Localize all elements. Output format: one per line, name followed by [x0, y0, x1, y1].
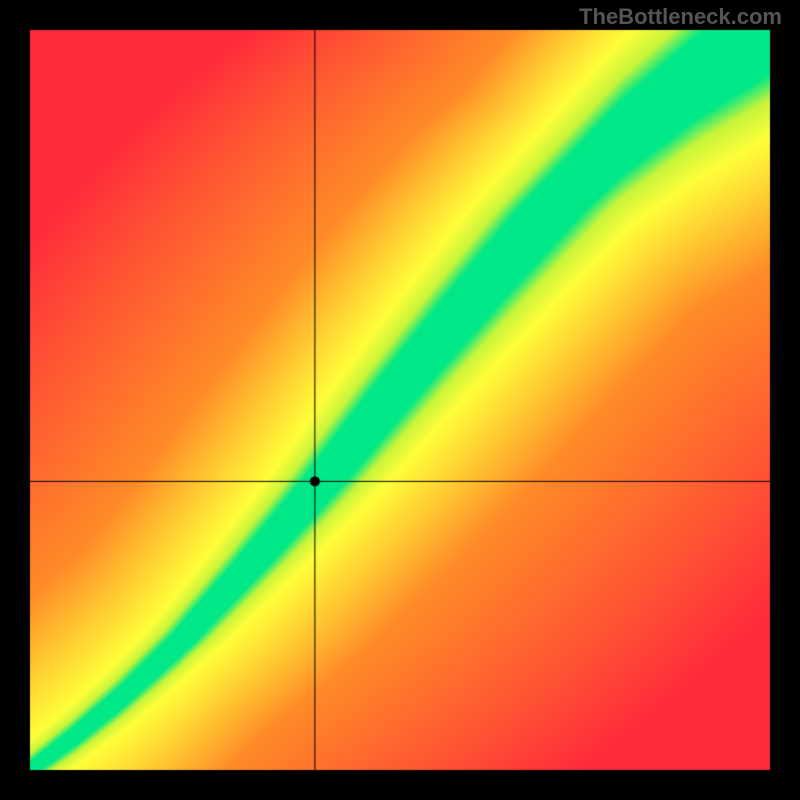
- chart-container: TheBottleneck.com: [0, 0, 800, 800]
- bottleneck-heatmap-canvas: [0, 0, 800, 800]
- watermark-text: TheBottleneck.com: [579, 4, 782, 30]
